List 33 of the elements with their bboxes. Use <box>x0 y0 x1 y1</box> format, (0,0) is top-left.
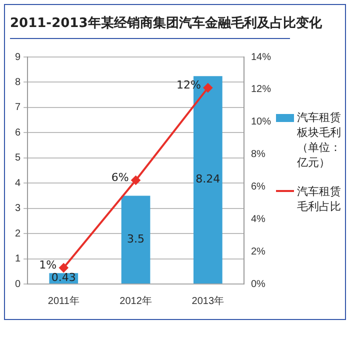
y2-tick-label: 10% <box>250 116 272 128</box>
x-tick-label: 2013年 <box>192 294 224 307</box>
y-tick-label: 3 <box>15 203 21 214</box>
data-label: 6% <box>111 171 129 184</box>
y-tick-label: 4 <box>15 178 21 189</box>
chart-title: 2011-2013年某经销商集团汽车金融毛利及占比变化 <box>10 14 322 33</box>
point <box>59 263 68 272</box>
legend-label: 汽车租赁板块毛利（单位：亿元） <box>297 110 342 170</box>
bar <box>121 196 150 284</box>
point <box>131 176 140 185</box>
data-label: 0.43 <box>51 271 76 284</box>
y-tick-label: 8 <box>15 76 21 88</box>
y-tick-label: 2 <box>15 228 21 240</box>
y2-tick-label: 6% <box>250 181 266 192</box>
y2-tick-label: 12% <box>250 84 272 96</box>
y-tick-label: 7 <box>15 102 21 114</box>
data-label: 8.24 <box>196 172 220 186</box>
y-tick-label: 6 <box>15 127 21 138</box>
y-tick-label: 1 <box>15 254 21 265</box>
y2-tick-label: 14% <box>250 52 272 63</box>
data-label: 1% <box>39 258 57 272</box>
y2-tick-label: 0% <box>250 278 266 290</box>
y-tick-label: 0 <box>15 278 21 290</box>
y2-tick-label: 2% <box>250 246 266 258</box>
data-label: 3.5 <box>127 232 145 246</box>
y2-tick-label: 4% <box>250 214 266 225</box>
point <box>203 83 212 92</box>
y-tick-label: 9 <box>15 52 21 63</box>
x-tick-label: 2012年 <box>120 294 152 307</box>
y2-tick-label: 8% <box>250 149 266 160</box>
legend-label: 汽车租赁毛利占比 <box>297 184 342 214</box>
y-tick-label: 5 <box>15 152 21 164</box>
x-tick-label: 2011年 <box>48 294 80 307</box>
